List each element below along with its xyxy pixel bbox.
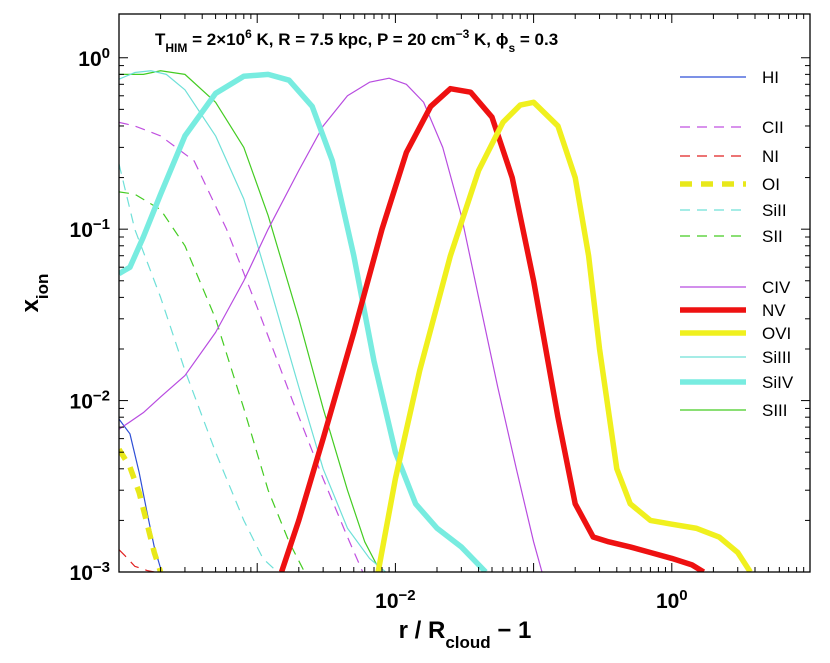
legend: HI CII NI OI SiII SII CIV NV OVI SiIII SiIV SIII: [680, 68, 794, 420]
legend-label-siii: SIII: [762, 401, 788, 420]
y-tick-label: 10−2: [70, 387, 110, 414]
text-part: 6: [245, 27, 252, 41]
tick-label-base: 10: [70, 219, 93, 242]
text-part: x: [17, 298, 44, 312]
series-layer: [119, 70, 753, 572]
series-line-cii: [119, 121, 364, 572]
text-part: −3: [456, 27, 470, 41]
legend-label-ovi: OVI: [762, 324, 791, 343]
legend-label-sii: SII: [762, 227, 783, 246]
legend-label-cii: CII: [762, 118, 784, 137]
series-line-oi: [119, 447, 164, 572]
x-tick-label: 100: [656, 587, 688, 614]
legend-label-civ: CIV: [762, 278, 791, 297]
x-tick-label: 10−2: [375, 587, 415, 614]
series-line-siiv: [119, 71, 488, 572]
text-part: K, ϕ: [469, 30, 508, 49]
tick-marks: [118, 14, 810, 573]
series-line-ovi: [375, 99, 753, 572]
text-part: ion: [33, 274, 52, 300]
tick-label-exponent: 0: [679, 587, 687, 604]
tick-label-base: 10: [375, 590, 398, 613]
tick-label-exponent: −3: [93, 559, 110, 576]
text-part: cloud: [445, 633, 490, 652]
text-part: = 2×10: [187, 30, 245, 49]
y-axis-title: xion: [17, 274, 52, 313]
y-tick-label: 100: [78, 44, 110, 71]
tick-label-exponent: −2: [399, 587, 416, 604]
text-part: − 1: [491, 617, 532, 644]
series-line-sii: [119, 191, 306, 572]
legend-label-siiv: SiIV: [762, 373, 794, 392]
y-tick-label: 10−3: [70, 559, 110, 586]
text-part: K, R = 7.5 kpc, P = 20 cm: [252, 30, 456, 49]
tick-label-base: 10: [70, 391, 93, 414]
legend-label-siii: SiII: [762, 201, 787, 220]
tick-label-exponent: −2: [93, 387, 110, 404]
series-line-siii: [119, 70, 382, 572]
y-tick-label: 10−1: [70, 216, 110, 243]
legend-label-nv: NV: [762, 301, 786, 320]
text-part: s: [508, 41, 515, 55]
tick-label-base: 10: [78, 48, 101, 71]
series-line-ni: [119, 549, 155, 572]
series-line-nv: [278, 85, 706, 572]
tick-label-base: 10: [70, 562, 93, 585]
tick-label-exponent: −1: [93, 216, 110, 233]
legend-label-siiii: SiIII: [762, 348, 791, 367]
tick-label-base: 10: [656, 590, 679, 613]
legend-label-hi: HI: [762, 68, 779, 87]
legend-label-ni: NI: [762, 147, 779, 166]
plot-frame: [118, 13, 811, 573]
series-line-siii: [119, 163, 278, 572]
text-part: T: [155, 30, 166, 49]
text-part: = 0.3: [515, 30, 558, 49]
legend-label-oi: OI: [762, 175, 780, 194]
tick-label-exponent: 0: [102, 44, 110, 61]
text-part: r / R: [399, 617, 446, 644]
x-axis-title: r / Rcloud − 1: [399, 617, 532, 652]
text-part: HIM: [165, 41, 187, 55]
chart-title: THIM = 2×106 K, R = 7.5 kpc, P = 20 cm−3…: [155, 27, 558, 55]
series-line-siiii: [119, 70, 387, 572]
series-line-civ: [119, 77, 543, 572]
